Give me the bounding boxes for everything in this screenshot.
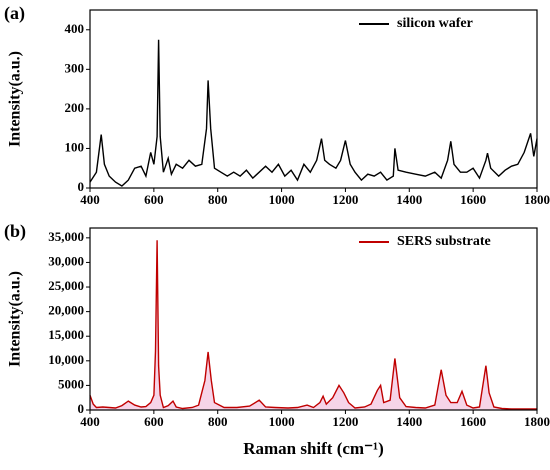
y-tick-label: 0	[78, 401, 85, 416]
y-tick-label: 30,000	[48, 253, 84, 268]
x-tick-label: 1600	[460, 414, 486, 429]
x-tick-label: 400	[80, 192, 100, 207]
y-tick-label: 400	[65, 21, 85, 36]
x-tick-label: 800	[208, 414, 228, 429]
x-tick-label: 1800	[524, 192, 550, 207]
y-tick-label: 20,000	[48, 303, 84, 318]
line	[89, 240, 537, 410]
x-tick-label: 600	[144, 414, 164, 429]
y-tick-label: 15,000	[48, 327, 84, 342]
y-tick-label: 35,000	[48, 229, 84, 244]
panel-label: (b)	[4, 221, 26, 242]
y-tick-label: 300	[65, 60, 85, 75]
plot-frame	[89, 9, 538, 189]
legend-label: silicon wafer	[397, 16, 473, 31]
y-axis-label: Intensity(a.u.)	[7, 51, 24, 147]
y-tick-label: 200	[65, 100, 85, 115]
x-tick-label: 1600	[460, 192, 486, 207]
x-tick-label: 400	[80, 414, 100, 429]
plot-frame	[89, 227, 538, 411]
x-tick-label: 1400	[396, 192, 422, 207]
x-tick-label: 1000	[269, 192, 295, 207]
x-tick-label: 1400	[396, 414, 422, 429]
y-tick-label: 0	[78, 179, 85, 194]
x-axis-label: Raman shift (cm⁻¹)	[243, 439, 384, 458]
y-tick-label: 25,000	[48, 278, 84, 293]
x-tick-label: 600	[144, 192, 164, 207]
y-tick-label: 100	[65, 139, 85, 154]
x-tick-label: 800	[208, 192, 228, 207]
x-tick-label: 1200	[332, 414, 358, 429]
y-tick-label: 5000	[58, 376, 84, 391]
x-tick-label: 1000	[269, 414, 295, 429]
legend-label: SERS substrate	[397, 234, 491, 249]
x-tick-label: 1800	[524, 414, 550, 429]
y-axis-label: Intensity(a.u.)	[7, 271, 24, 367]
panel-label: (a)	[4, 3, 25, 24]
x-tick-label: 1200	[332, 192, 358, 207]
line	[89, 39, 538, 187]
y-tick-label: 10,000	[48, 352, 84, 367]
